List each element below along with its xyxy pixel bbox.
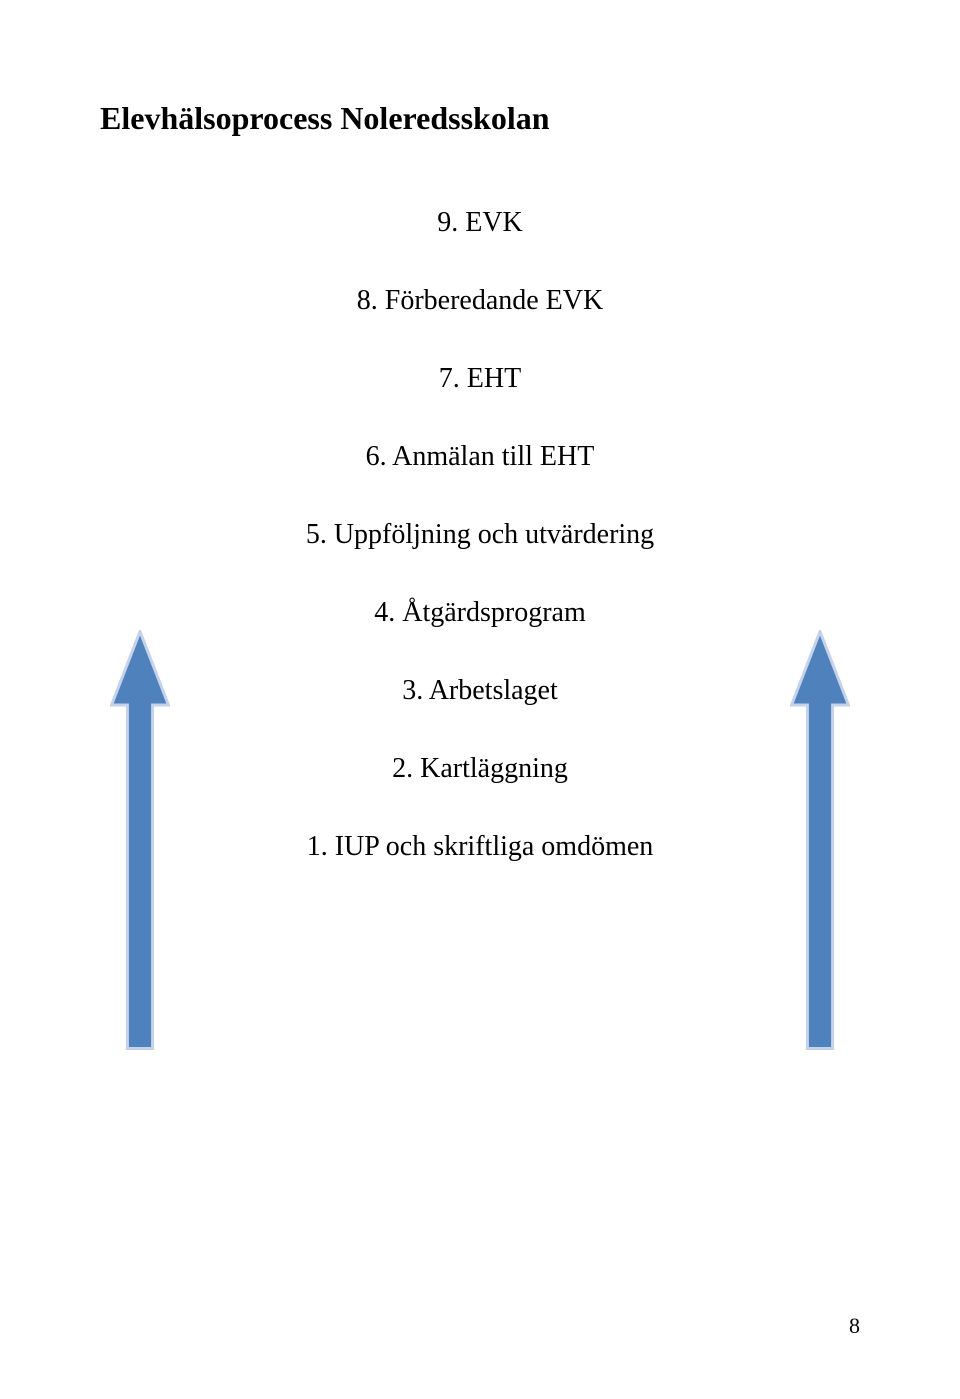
step-item: 3. Arbetslaget xyxy=(402,675,558,707)
document-page: Elevhälsoprocess Noleredsskolan 9. EVK 8… xyxy=(0,0,960,1399)
step-item: 2. Kartläggning xyxy=(392,753,568,785)
page-title: Elevhälsoprocess Noleredsskolan xyxy=(100,100,860,137)
step-item: 9. EVK xyxy=(437,207,523,239)
step-item: 7. EHT xyxy=(439,363,521,395)
page-number: 8 xyxy=(849,1313,860,1339)
step-item: 8. Förberedande EVK xyxy=(357,285,603,317)
steps-list: 9. EVK 8. Förberedande EVK 7. EHT 6. Anm… xyxy=(100,207,860,863)
arrow-shape xyxy=(792,632,849,1049)
step-item: 5. Uppföljning och utvärdering xyxy=(306,519,654,551)
step-item: 4. Åtgärdsprogram xyxy=(374,597,586,629)
step-item: 1. IUP och skriftliga omdömen xyxy=(307,831,654,863)
up-arrow-left-icon xyxy=(110,630,170,1050)
step-item: 6. Anmälan till EHT xyxy=(366,441,595,473)
up-arrow-right-icon xyxy=(790,630,850,1050)
arrow-shape xyxy=(112,632,169,1049)
